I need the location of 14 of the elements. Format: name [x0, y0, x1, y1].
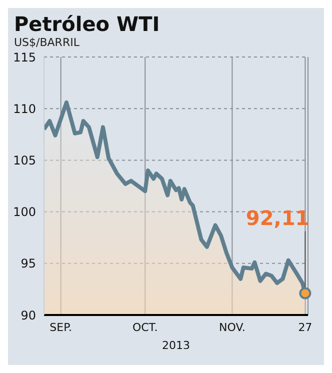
x-axis-title: 2013	[162, 339, 190, 352]
y-tick-label: 105	[13, 153, 36, 168]
y-tick-label: 100	[13, 205, 36, 220]
chart-title: Petróleo WTI	[13, 11, 161, 36]
y-tick-label: 90	[20, 308, 36, 322]
y-tick-label: 110	[13, 102, 36, 116]
x-tick-label: NOV.	[219, 320, 246, 334]
annotation: 92,11	[246, 206, 310, 230]
x-tick-label: OCT.	[132, 320, 158, 334]
y-tick-label: 95	[20, 256, 36, 271]
x-tick-label: SEP.	[50, 320, 72, 334]
x-tick-label: 27	[298, 320, 312, 334]
chart-subtitle: US$/BARRIL	[13, 36, 80, 49]
y-tick-label: 115	[13, 50, 36, 64]
